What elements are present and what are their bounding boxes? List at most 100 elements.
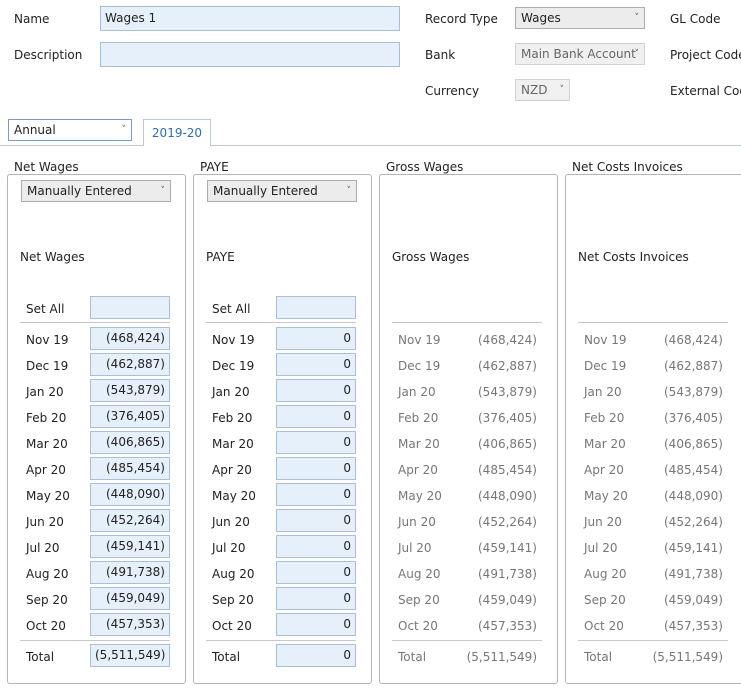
month-label: Feb 20	[26, 411, 67, 425]
month-value-input[interactable]: (459,049)	[90, 587, 170, 610]
month-value: (459,049)	[664, 593, 723, 607]
description-label: Description	[14, 48, 83, 62]
set-all-label: Set All	[212, 302, 251, 316]
row-separator	[206, 640, 356, 641]
panel-title: PAYE	[198, 160, 231, 174]
month-value: (459,049)	[478, 593, 537, 607]
month-label: Dec 19	[26, 359, 69, 373]
month-value-input[interactable]: (457,353)	[90, 613, 170, 636]
month-label: Oct 20	[398, 619, 438, 633]
tab-2019-20[interactable]: 2019-20	[143, 119, 211, 146]
month-value: (376,405)	[478, 411, 537, 425]
month-value-input[interactable]: 0	[276, 353, 356, 376]
month-value: (491,738)	[664, 567, 723, 581]
total-value: (5,511,549)	[466, 650, 537, 664]
bank-label: Bank	[425, 48, 456, 62]
month-label: Sep 20	[584, 593, 626, 607]
month-value-input[interactable]: 0	[276, 483, 356, 506]
panel-subtitle: Net Costs Invoices	[578, 250, 689, 264]
name-input[interactable]: Wages 1	[100, 6, 400, 31]
month-value-input[interactable]: (462,887)	[90, 353, 170, 376]
total-value: (5,511,549)	[90, 644, 170, 667]
chevron-down-icon: ˅	[559, 85, 565, 95]
set-all-input[interactable]	[276, 296, 356, 319]
month-value: (459,141)	[664, 541, 723, 555]
month-value-input[interactable]: 0	[276, 405, 356, 428]
month-value-input[interactable]: 0	[276, 613, 356, 636]
bank-select[interactable]: Main Bank Account ˅	[515, 43, 645, 65]
month-value: (448,090)	[478, 489, 537, 503]
method-select[interactable]: Manually Entered ˅	[21, 180, 171, 202]
method-select[interactable]: Manually Entered ˅	[207, 180, 357, 202]
month-value-input[interactable]: (406,865)	[90, 431, 170, 454]
panel-title: Net Wages	[12, 160, 81, 174]
month-value: (376,405)	[664, 411, 723, 425]
month-label: Mar 20	[584, 437, 626, 451]
chevron-down-icon: ˅	[634, 13, 640, 23]
month-value-input[interactable]: (543,879)	[90, 379, 170, 402]
total-label: Total	[212, 650, 241, 664]
method-value: Manually Entered	[213, 184, 318, 198]
month-label: Feb 20	[212, 411, 253, 425]
month-value-input[interactable]: 0	[276, 561, 356, 584]
record-type-label: Record Type	[425, 12, 498, 26]
panel-4	[565, 174, 741, 684]
month-value-input[interactable]: 0	[276, 587, 356, 610]
record-type-value: Wages	[521, 11, 561, 25]
tab-strip-line	[0, 145, 741, 146]
month-label: May 20	[584, 489, 628, 503]
month-value: (406,865)	[664, 437, 723, 451]
month-value-input[interactable]: (491,738)	[90, 561, 170, 584]
row-separator	[392, 640, 542, 641]
month-label: Jul 20	[26, 541, 60, 555]
month-value: (491,738)	[478, 567, 537, 581]
description-input[interactable]	[100, 42, 400, 67]
month-value-input[interactable]: 0	[276, 379, 356, 402]
month-value-input[interactable]: 0	[276, 457, 356, 480]
month-label: Aug 20	[584, 567, 627, 581]
month-label: Oct 20	[26, 619, 66, 633]
month-value-input[interactable]: (468,424)	[90, 327, 170, 350]
month-label: Mar 20	[398, 437, 440, 451]
row-separator	[392, 322, 542, 323]
panel-1	[7, 174, 186, 684]
month-value: (459,141)	[478, 541, 537, 555]
month-value: (448,090)	[664, 489, 723, 503]
month-label: Feb 20	[584, 411, 625, 425]
month-value: (468,424)	[478, 333, 537, 347]
month-value-input[interactable]: 0	[276, 431, 356, 454]
month-value-input[interactable]: (452,264)	[90, 509, 170, 532]
month-value: (462,887)	[478, 359, 537, 373]
month-value-input[interactable]: 0	[276, 509, 356, 532]
month-label: May 20	[212, 489, 256, 503]
record-type-select[interactable]: Wages ˅	[515, 7, 645, 29]
month-value: (462,887)	[664, 359, 723, 373]
month-label: Aug 20	[212, 567, 255, 581]
month-label: Jul 20	[212, 541, 246, 555]
month-label: Oct 20	[584, 619, 624, 633]
month-label: Apr 20	[398, 463, 438, 477]
month-label: Sep 20	[398, 593, 440, 607]
month-value: (457,353)	[664, 619, 723, 633]
set-all-input[interactable]	[90, 296, 170, 319]
month-label: Jun 20	[398, 515, 436, 529]
month-label: Jan 20	[26, 385, 64, 399]
total-label: Total	[26, 650, 55, 664]
month-label: Nov 19	[212, 333, 255, 347]
bank-value: Main Bank Account	[521, 47, 636, 61]
month-value-input[interactable]: 0	[276, 535, 356, 558]
month-label: Nov 19	[398, 333, 441, 347]
month-value-input[interactable]: (459,141)	[90, 535, 170, 558]
panel-2	[193, 174, 372, 684]
month-value-input[interactable]: (485,454)	[90, 457, 170, 480]
month-label: Nov 19	[584, 333, 627, 347]
month-value-input[interactable]: 0	[276, 327, 356, 350]
currency-select[interactable]: NZD ˅	[515, 79, 570, 101]
month-label: Oct 20	[212, 619, 252, 633]
period-select[interactable]: Annual ˅	[8, 119, 132, 141]
month-value-input[interactable]: (376,405)	[90, 405, 170, 428]
method-value: Manually Entered	[27, 184, 132, 198]
total-value: (5,511,549)	[652, 650, 723, 664]
month-value-input[interactable]: (448,090)	[90, 483, 170, 506]
name-label: Name	[14, 12, 50, 26]
